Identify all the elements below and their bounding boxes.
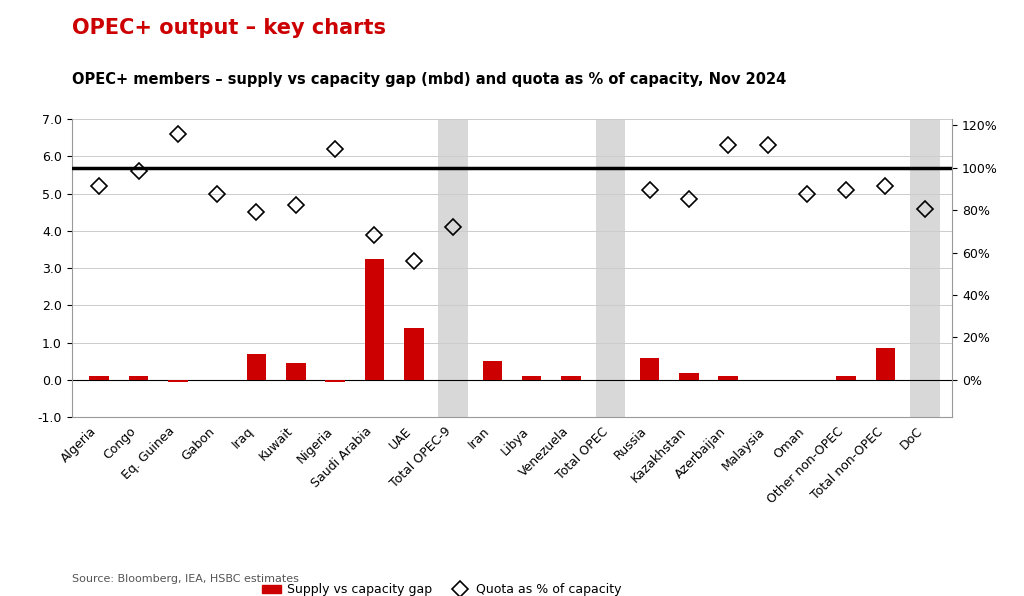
Bar xyxy=(596,119,625,417)
Bar xyxy=(910,119,940,417)
Text: Source: Bloomberg, IEA, HSBC estimates: Source: Bloomberg, IEA, HSBC estimates xyxy=(72,574,299,584)
Bar xyxy=(89,376,109,380)
Bar xyxy=(286,363,305,380)
Text: OPEC+ output – key charts: OPEC+ output – key charts xyxy=(72,18,386,38)
Bar xyxy=(129,376,148,380)
Bar xyxy=(168,380,187,382)
Bar xyxy=(561,376,581,380)
Bar xyxy=(719,376,738,380)
Legend: Supply vs capacity gap, Quota as % of capacity: Supply vs capacity gap, Quota as % of ca… xyxy=(257,578,627,596)
Bar xyxy=(247,354,266,380)
Text: OPEC+ members – supply vs capacity gap (mbd) and quota as % of capacity, Nov 202: OPEC+ members – supply vs capacity gap (… xyxy=(72,72,786,86)
Bar xyxy=(365,259,384,380)
Bar xyxy=(326,380,345,382)
Bar xyxy=(438,119,468,417)
Bar xyxy=(482,361,502,380)
Bar xyxy=(522,376,542,380)
Bar xyxy=(679,372,698,380)
Bar xyxy=(876,348,895,380)
Bar xyxy=(837,376,856,380)
Bar xyxy=(640,358,659,380)
Bar xyxy=(403,328,424,380)
